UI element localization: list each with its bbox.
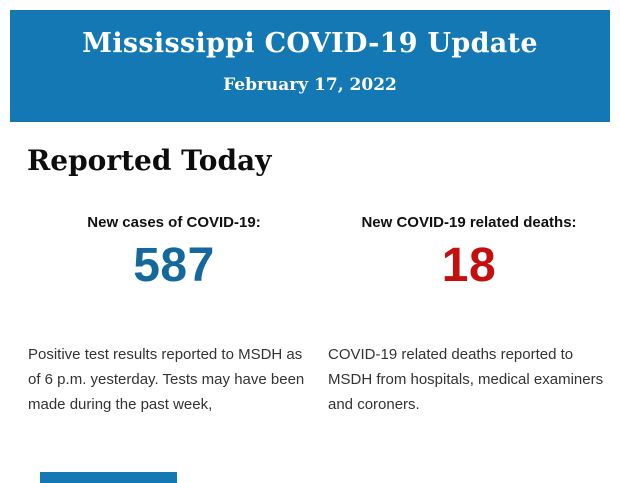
new-deaths-label: New COVID-19 related deaths: — [361, 214, 577, 231]
section-heading: Reported Today — [27, 144, 272, 177]
new-deaths-value: 18 — [441, 239, 497, 292]
new-cases-description: Positive test results reported to MSDH a… — [28, 342, 320, 417]
description-line: of 6 p.m. yesterday. Tests may have been — [28, 371, 305, 388]
description-line: made during the past week, — [28, 396, 213, 413]
description-line: and coroners. — [328, 396, 420, 413]
new-cases-value: 587 — [133, 239, 215, 292]
new-deaths-stat: New COVID-19 related deaths: 18 COVID-19… — [328, 214, 610, 417]
partial-button[interactable] — [40, 472, 177, 483]
new-cases-stat: New cases of COVID-19: 587 Positive test… — [28, 214, 320, 417]
report-date: February 17, 2022 — [223, 75, 397, 95]
description-line: Positive test results reported to MSDH a… — [28, 346, 303, 363]
description-line: COVID-19 related deaths reported to — [328, 346, 574, 363]
stats-columns: New cases of COVID-19: 587 Positive test… — [0, 214, 620, 417]
description-line: MSDH from hospitals, medical examiners — [328, 371, 604, 388]
new-deaths-description: COVID-19 related deaths reported to MSDH… — [328, 342, 610, 417]
header-banner: Mississippi COVID-19 Update February 17,… — [10, 10, 610, 122]
new-cases-label: New cases of COVID-19: — [87, 214, 261, 231]
page-title: Mississippi COVID-19 Update — [82, 28, 538, 59]
